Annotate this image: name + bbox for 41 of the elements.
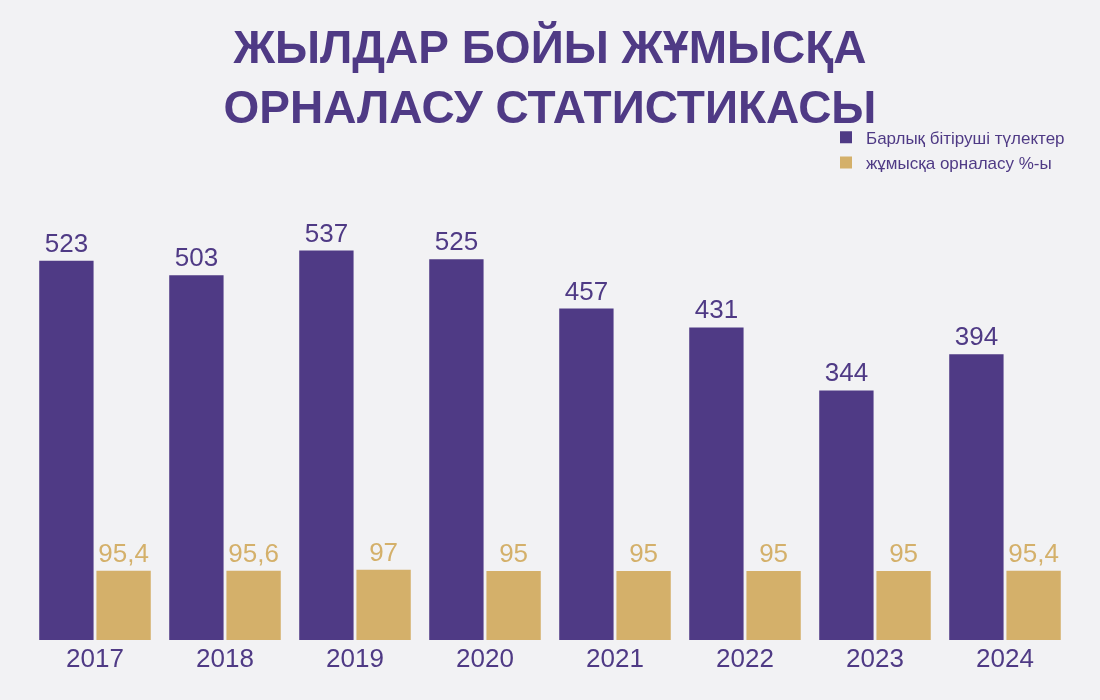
x-tick-label: 2019 — [326, 643, 384, 673]
bar — [689, 327, 744, 640]
bar — [169, 275, 224, 640]
data-label: 95,4 — [1008, 537, 1059, 568]
bar — [356, 569, 411, 640]
data-label: 457 — [564, 275, 609, 306]
data-label: 344 — [824, 357, 869, 388]
x-tick-label: 2023 — [846, 643, 904, 673]
data-label: 523 — [44, 227, 89, 258]
data-label: 537 — [304, 217, 349, 248]
bar — [819, 390, 874, 640]
data-label: 95 — [499, 538, 529, 569]
x-tick-label: 2017 — [66, 643, 124, 673]
data-label: 525 — [434, 226, 479, 257]
bar — [299, 250, 354, 640]
data-label: 95,4 — [98, 537, 149, 568]
x-tick-label: 2020 — [456, 643, 514, 673]
bar — [559, 308, 614, 640]
bar — [429, 259, 484, 640]
data-label: 394 — [954, 321, 999, 352]
bar — [949, 354, 1004, 640]
bar — [226, 570, 281, 640]
bar — [486, 571, 541, 640]
data-label: 95 — [759, 538, 789, 569]
data-label: 95 — [889, 538, 919, 569]
x-tick-label: 2022 — [716, 643, 774, 673]
data-label: 97 — [369, 536, 399, 567]
legend-label: жұмысқа орналасу %-ы — [866, 154, 1052, 174]
data-label: 95,6 — [228, 537, 279, 568]
bar — [616, 571, 671, 640]
data-label: 503 — [174, 242, 219, 273]
bar — [39, 260, 94, 640]
bar — [96, 570, 151, 640]
data-label: 431 — [694, 294, 739, 325]
bar — [746, 571, 801, 640]
x-tick-label: 2021 — [586, 643, 644, 673]
x-tick-label: 2018 — [196, 643, 254, 673]
data-label: 95 — [629, 538, 659, 569]
x-tick-label: 2024 — [976, 643, 1034, 673]
bar — [876, 571, 931, 640]
bar — [1006, 570, 1061, 640]
